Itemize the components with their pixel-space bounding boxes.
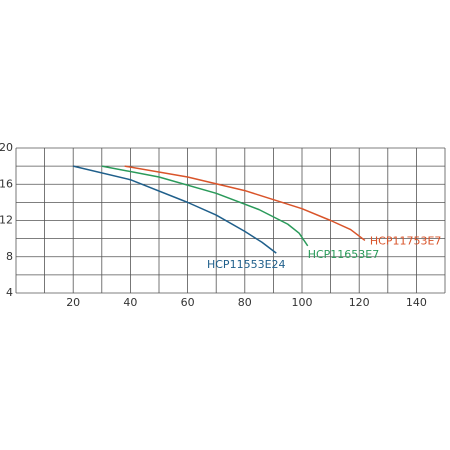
series-label: HCP11653E7	[308, 248, 380, 261]
x-tick-label: 20	[66, 296, 80, 309]
y-tick-label: 20	[0, 141, 13, 154]
y-tick-label: 12	[0, 214, 13, 227]
y-tick-label: 8	[6, 250, 13, 263]
x-tick-label: 120	[349, 296, 370, 309]
x-tick-label: 140	[406, 296, 427, 309]
curve	[124, 165, 366, 242]
y-tick-label: 16	[0, 177, 13, 190]
x-tick-label: 40	[123, 296, 137, 309]
series-label: HCP11553E24	[207, 258, 286, 271]
curve	[101, 165, 309, 247]
x-tick-label: 100	[292, 296, 313, 309]
x-tick-label: 60	[181, 296, 195, 309]
x-tick-label: 80	[238, 296, 252, 309]
curve	[73, 165, 277, 254]
y-tick-label: 4	[6, 286, 13, 299]
series-label: HCP11753E7	[370, 234, 442, 247]
